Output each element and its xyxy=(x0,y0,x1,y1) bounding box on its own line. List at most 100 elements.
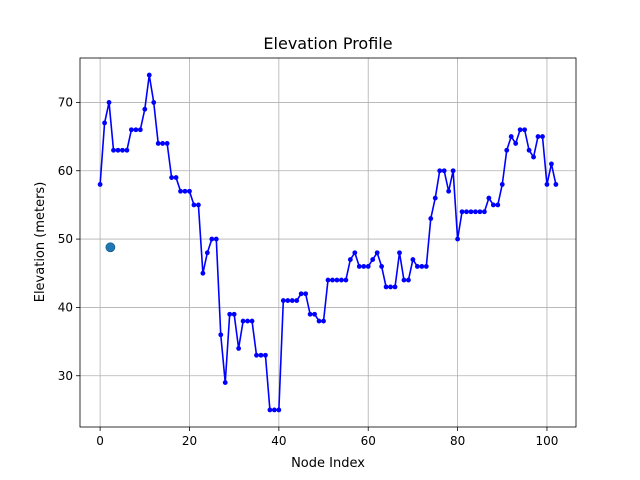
data-point xyxy=(120,147,125,153)
highlight-layer xyxy=(105,242,116,253)
data-point xyxy=(352,250,358,256)
data-point xyxy=(446,188,452,194)
data-point xyxy=(432,195,438,201)
data-point xyxy=(115,147,121,153)
x-tick-label: 60 xyxy=(361,434,376,448)
data-point xyxy=(441,168,447,174)
data-point xyxy=(213,236,219,242)
data-point xyxy=(553,182,559,187)
data-point xyxy=(303,291,309,297)
data-point xyxy=(218,332,224,338)
data-point xyxy=(379,264,385,269)
data-point xyxy=(187,188,192,194)
data-point xyxy=(495,202,501,208)
data-point xyxy=(249,318,255,324)
data-point xyxy=(240,318,246,324)
data-point xyxy=(540,134,545,139)
chart-title: Elevation Profile xyxy=(263,34,392,53)
data-point xyxy=(513,141,519,146)
data-point xyxy=(254,352,259,358)
data-point xyxy=(334,277,340,283)
data-point xyxy=(258,352,264,358)
data-point xyxy=(178,188,183,194)
data-point xyxy=(227,311,233,317)
data-point xyxy=(133,127,139,133)
y-tick-label: 30 xyxy=(58,369,73,383)
data-point xyxy=(298,291,304,297)
data-point xyxy=(209,236,215,242)
data-point xyxy=(231,311,237,317)
data-point xyxy=(146,72,152,78)
data-point xyxy=(312,311,317,317)
data-point xyxy=(151,100,157,105)
data-point xyxy=(535,134,541,139)
series-layer xyxy=(97,72,559,413)
data-point xyxy=(280,298,286,303)
data-point xyxy=(343,277,349,283)
data-point xyxy=(365,264,371,269)
grid-lines xyxy=(80,58,576,427)
y-tick-label: 50 xyxy=(58,232,73,246)
data-point xyxy=(124,147,130,153)
data-point xyxy=(504,147,510,153)
data-point xyxy=(325,277,331,283)
data-point xyxy=(401,277,407,283)
data-point xyxy=(289,298,295,303)
data-point xyxy=(468,209,474,215)
x-tick-label: 20 xyxy=(182,434,197,448)
data-point xyxy=(437,168,443,174)
data-point xyxy=(397,250,402,256)
data-point xyxy=(370,257,376,262)
data-point xyxy=(236,346,242,351)
data-point xyxy=(271,407,277,413)
data-point xyxy=(142,106,148,112)
data-point xyxy=(128,127,134,133)
data-point xyxy=(522,127,528,133)
data-point xyxy=(383,284,389,290)
data-point xyxy=(450,168,456,174)
data-point xyxy=(160,141,166,146)
data-point xyxy=(419,264,425,269)
data-point xyxy=(356,264,362,269)
axis-ticks: 0 20 40 60 80 100 30 40 50 60 70 xyxy=(58,95,559,448)
data-point xyxy=(173,175,179,180)
data-point xyxy=(486,195,492,201)
data-point xyxy=(526,147,532,153)
data-point xyxy=(464,209,469,215)
x-tick-label: 80 xyxy=(450,434,465,448)
data-point xyxy=(321,318,326,324)
data-point xyxy=(481,209,487,215)
data-point xyxy=(316,318,322,324)
data-point xyxy=(459,209,465,215)
data-point xyxy=(245,318,250,324)
data-point xyxy=(307,311,313,317)
data-point xyxy=(392,284,398,290)
data-point xyxy=(455,236,460,242)
data-point xyxy=(191,202,197,208)
data-point xyxy=(423,264,429,269)
x-tick-label: 40 xyxy=(271,434,286,448)
data-point xyxy=(222,380,228,385)
data-point xyxy=(477,209,483,215)
data-point xyxy=(499,182,505,187)
data-point xyxy=(406,277,411,283)
data-point xyxy=(155,141,161,146)
highlight-point xyxy=(105,242,116,253)
x-tick-label: 0 xyxy=(96,434,104,448)
data-point xyxy=(544,182,550,187)
data-point xyxy=(361,264,367,269)
data-point xyxy=(388,284,393,290)
data-point xyxy=(102,120,107,126)
y-tick-label: 70 xyxy=(58,95,73,109)
data-point xyxy=(263,352,268,358)
data-point xyxy=(294,298,300,303)
data-point xyxy=(473,209,478,215)
y-axis-label: Elevation (meters) xyxy=(33,182,48,303)
data-point xyxy=(339,277,344,283)
data-point xyxy=(517,127,523,133)
data-point xyxy=(196,202,201,208)
data-point xyxy=(508,134,514,139)
data-point xyxy=(549,161,554,167)
data-point xyxy=(285,298,291,303)
